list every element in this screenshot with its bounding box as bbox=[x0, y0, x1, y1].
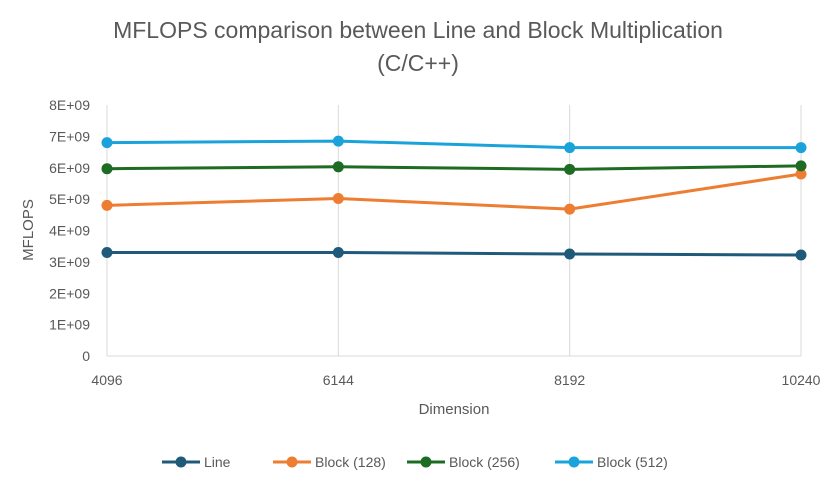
data-point bbox=[101, 137, 113, 149]
series-line bbox=[106, 139, 801, 150]
series-line bbox=[106, 172, 802, 211]
x-tick-label: 6144 bbox=[323, 372, 354, 388]
data-point bbox=[564, 203, 576, 215]
y-tick-labels: 0 1E+09 2E+09 3E+09 4E+09 5E+09 6E+09 7E+09 8E+0… bbox=[49, 97, 90, 364]
series-line bbox=[106, 164, 802, 171]
legend-marker bbox=[568, 456, 580, 468]
data-point bbox=[332, 135, 344, 147]
legend-label: Block (512) bbox=[597, 454, 668, 470]
series-3 bbox=[101, 135, 807, 154]
legend-marker bbox=[286, 456, 298, 468]
legend: Line Block (128) Block (256) Block (512) bbox=[162, 454, 668, 470]
legend-item: Block (256) bbox=[407, 454, 520, 470]
y-tick-label: 2E+09 bbox=[49, 285, 90, 301]
x-tick-labels: 4096 6144 8192 10240 bbox=[91, 372, 820, 388]
data-point bbox=[564, 142, 576, 154]
data-point bbox=[795, 160, 807, 172]
data-point bbox=[101, 199, 113, 211]
series-line bbox=[107, 250, 802, 257]
legend-label: Block (128) bbox=[315, 454, 386, 470]
y-tick-label: 1E+09 bbox=[49, 317, 90, 333]
data-point bbox=[101, 246, 113, 258]
legend-marker bbox=[420, 456, 432, 468]
legend-label: Line bbox=[204, 454, 231, 470]
legend-item: Line bbox=[162, 454, 231, 470]
chart-title: MFLOPS comparison between Line and Block… bbox=[113, 17, 723, 76]
series-0 bbox=[101, 246, 807, 261]
y-tick-label: 8E+09 bbox=[49, 97, 90, 113]
x-tick-label: 4096 bbox=[91, 372, 122, 388]
y-tick-label: 7E+09 bbox=[49, 128, 90, 144]
data-point bbox=[795, 249, 807, 261]
series-2 bbox=[101, 160, 807, 175]
series-1 bbox=[101, 168, 807, 215]
data-point bbox=[332, 192, 344, 204]
y-axis-title: MFLOPS bbox=[20, 199, 37, 261]
data-point bbox=[564, 248, 576, 260]
data-point bbox=[795, 142, 807, 154]
data-point bbox=[101, 163, 113, 175]
legend-item: Block (512) bbox=[555, 454, 668, 470]
legend-marker bbox=[175, 456, 187, 468]
legend-item: Block (128) bbox=[273, 454, 386, 470]
x-tick-label: 10240 bbox=[782, 372, 821, 388]
x-axis-title: Dimension bbox=[419, 401, 490, 418]
legend-label: Block (256) bbox=[449, 454, 520, 470]
y-tick-label: 0 bbox=[82, 348, 90, 364]
data-point bbox=[564, 163, 576, 175]
x-tick-label: 8192 bbox=[554, 372, 585, 388]
y-tick-label: 5E+09 bbox=[49, 191, 90, 207]
y-tick-label: 6E+09 bbox=[49, 160, 90, 176]
chart-title-line-1: MFLOPS comparison between Line and Block… bbox=[113, 17, 723, 43]
y-tick-label: 4E+09 bbox=[49, 223, 90, 239]
data-point bbox=[795, 168, 807, 180]
data-point bbox=[332, 246, 344, 258]
y-tick-label: 3E+09 bbox=[49, 254, 90, 270]
data-point bbox=[332, 161, 344, 173]
series bbox=[101, 135, 807, 261]
chart-title-line-2: (C/C++) bbox=[377, 50, 459, 76]
